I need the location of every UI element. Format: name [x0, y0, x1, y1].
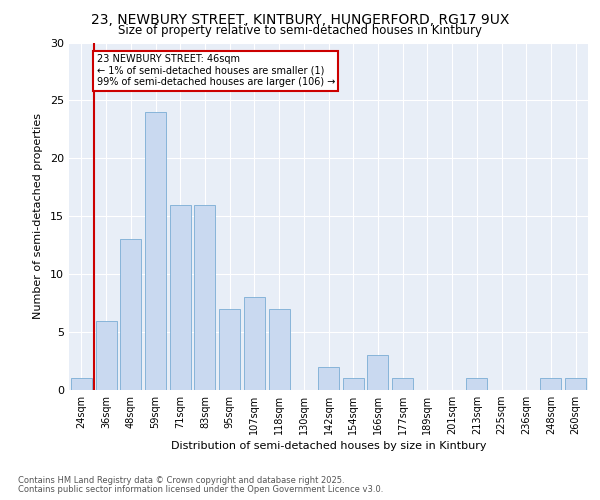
- Text: Contains public sector information licensed under the Open Government Licence v3: Contains public sector information licen…: [18, 485, 383, 494]
- Bar: [244, 298, 265, 390]
- Bar: [269, 309, 290, 390]
- Bar: [194, 204, 215, 390]
- Text: Contains HM Land Registry data © Crown copyright and database right 2025.: Contains HM Land Registry data © Crown c…: [18, 476, 344, 485]
- Bar: [95, 320, 116, 390]
- Bar: [120, 240, 141, 390]
- Text: Size of property relative to semi-detached houses in Kintbury: Size of property relative to semi-detach…: [118, 24, 482, 37]
- Bar: [318, 367, 339, 390]
- Bar: [392, 378, 413, 390]
- Text: 23 NEWBURY STREET: 46sqm
← 1% of semi-detached houses are smaller (1)
99% of sem: 23 NEWBURY STREET: 46sqm ← 1% of semi-de…: [97, 54, 335, 88]
- Bar: [145, 112, 166, 390]
- X-axis label: Distribution of semi-detached houses by size in Kintbury: Distribution of semi-detached houses by …: [171, 442, 486, 452]
- Text: 23, NEWBURY STREET, KINTBURY, HUNGERFORD, RG17 9UX: 23, NEWBURY STREET, KINTBURY, HUNGERFORD…: [91, 12, 509, 26]
- Y-axis label: Number of semi-detached properties: Number of semi-detached properties: [33, 114, 43, 320]
- Bar: [565, 378, 586, 390]
- Bar: [466, 378, 487, 390]
- Bar: [343, 378, 364, 390]
- Bar: [219, 309, 240, 390]
- Bar: [541, 378, 562, 390]
- Bar: [367, 355, 388, 390]
- Bar: [170, 204, 191, 390]
- Bar: [71, 378, 92, 390]
